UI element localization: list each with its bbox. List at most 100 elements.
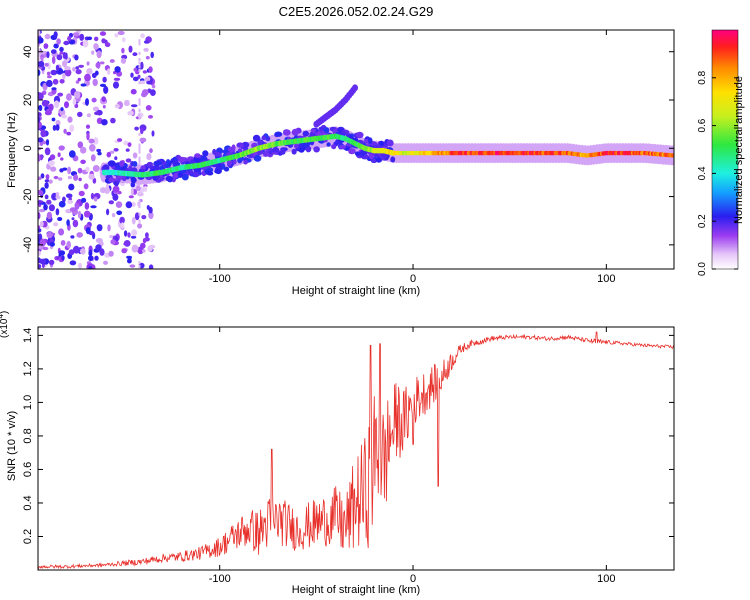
noise-cell [151, 130, 155, 137]
ridge-scatter [241, 141, 250, 148]
noise-cell [85, 98, 89, 106]
ridge-scatter [153, 164, 160, 172]
noise-cell [67, 166, 72, 175]
noise-cell [110, 117, 116, 124]
ridge-scatter [390, 157, 395, 163]
noise-cell [48, 179, 53, 184]
ridge-scatter [214, 169, 222, 174]
noise-cell [55, 64, 60, 71]
noise-cell [122, 37, 126, 43]
noise-cell [138, 205, 141, 209]
ridge-scatter [178, 156, 186, 163]
noise-cell [38, 138, 44, 142]
noise-cell [38, 61, 45, 68]
ridge-scatter [102, 164, 110, 172]
ridge-scatter [122, 176, 127, 182]
ridge-scatter [119, 160, 125, 167]
colorbar-label: Normalized spectral amplitude [733, 76, 745, 224]
spectrogram-ylabel: Frequency (Hz) [6, 112, 18, 188]
ridge-scatter [132, 161, 138, 167]
noise-cell [119, 216, 125, 224]
noise-cell [149, 148, 153, 154]
y-tick-label: 20 [22, 94, 34, 106]
noise-cell [109, 59, 115, 63]
noise-cell [46, 71, 51, 76]
snr-multiplier: (x104) [0, 311, 10, 338]
noise-cell [109, 235, 114, 239]
noise-cell [114, 33, 119, 38]
noise-cell [81, 197, 87, 203]
noise-cell [38, 142, 41, 147]
noise-cell [108, 200, 115, 205]
noise-cell [58, 250, 66, 256]
noise-cell [51, 56, 56, 65]
noise-cell [67, 199, 74, 204]
y-tick-label: 0 [22, 145, 34, 151]
ridge-scatter [378, 140, 385, 147]
noise-cell [114, 156, 118, 161]
noise-cell [138, 143, 141, 147]
ridge-scatter [354, 151, 361, 156]
noise-cell [77, 77, 82, 82]
noise-cell [76, 200, 81, 204]
noise-cell [130, 72, 134, 78]
noise-cell [142, 238, 147, 244]
noise-cell [50, 69, 58, 76]
noise-cell [82, 39, 89, 48]
y-tick-label: 0.6 [22, 462, 34, 477]
noise-cell [103, 85, 109, 94]
noise-cell [38, 30, 41, 37]
noise-cell [128, 45, 133, 53]
noise-cell [142, 70, 148, 74]
noise-cell [121, 248, 127, 254]
noise-cell [88, 255, 94, 262]
noise-cell [73, 174, 79, 181]
noise-cell [66, 209, 71, 213]
noise-cell [44, 182, 49, 189]
noise-cell [131, 216, 136, 225]
y-tick-label: -20 [22, 189, 34, 205]
ridge-scatter [273, 147, 280, 153]
figure-title: C2E5.2026.052.02.24.G29 [279, 4, 434, 19]
noise-cell [125, 148, 130, 152]
noise-cell [48, 204, 56, 212]
noise-cell [130, 88, 137, 95]
ridge-scatter [257, 140, 263, 146]
x-tick-label: 0 [410, 273, 416, 285]
noise-cell [99, 61, 105, 65]
noise-cell [84, 73, 91, 82]
noise-cell [131, 244, 139, 253]
noise-cell [38, 208, 46, 213]
noise-cell [91, 50, 95, 55]
noise-cell [53, 175, 59, 180]
noise-cell [138, 147, 141, 151]
ridge-scatter [302, 130, 309, 137]
noise-cell [61, 255, 65, 261]
noise-cell [72, 67, 76, 72]
noise-cell [70, 235, 75, 239]
noise-cell [80, 83, 87, 87]
noise-cell [92, 177, 97, 184]
ridge-scatter [253, 155, 262, 162]
ridge-scatter [146, 161, 153, 167]
snr-panel: -100 0 100 0.2 0.4 0.6 0.8 1.0 1.2 1.4 (x104) Hei… [0, 311, 675, 596]
noise-cell [44, 33, 51, 40]
noise-cell [40, 173, 45, 179]
colorbar-tick-label: 0.8 [697, 70, 708, 84]
x-tick-label: 100 [597, 273, 615, 285]
noise-cell [131, 202, 136, 207]
colorbar: 0.0 0.2 0.4 0.6 0.8 Normalized spectral ampl… [697, 29, 745, 276]
ridge-scatter [274, 131, 283, 137]
noise-cell [38, 189, 44, 196]
ridge-scatter [202, 150, 209, 157]
noise-cell [138, 264, 141, 268]
noise-cell [146, 153, 152, 161]
noise-cell [111, 213, 116, 218]
x-tick-label: 0 [410, 573, 416, 585]
noise-cell [137, 246, 144, 255]
noise-cell [80, 146, 87, 154]
y-tick-label: 1.2 [22, 361, 34, 376]
noise-cell [38, 200, 44, 204]
noise-cell [107, 224, 111, 232]
